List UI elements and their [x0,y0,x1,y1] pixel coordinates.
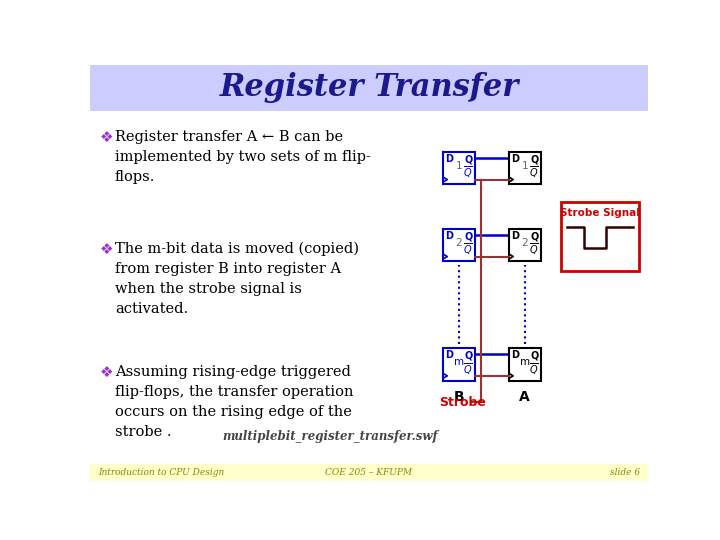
Text: D: D [445,154,453,164]
Text: $\overline{Q}$: $\overline{Q}$ [529,165,539,180]
Text: Q: Q [464,350,473,361]
Bar [508,348,541,381]
Text: $\overline{Q}$: $\overline{Q}$ [463,361,473,377]
Bar [508,152,541,184]
Text: Strobe: Strobe [438,396,485,409]
Text: Q: Q [531,154,539,164]
Text: multiplebit_register_transfer.swf: multiplebit_register_transfer.swf [222,430,438,443]
Text: D: D [510,231,519,241]
Bar [508,229,541,261]
Text: D: D [510,350,519,361]
Text: 1: 1 [456,161,462,171]
Text: Q: Q [464,231,473,241]
Text: m: m [454,357,464,367]
Text: ❖: ❖ [99,242,113,257]
Text: $\overline{Q}$: $\overline{Q}$ [529,241,539,257]
Text: Register transfer A ← B can be
implemented by two sets of m flip-
flops.: Register transfer A ← B can be implement… [114,130,371,184]
Text: slide 6: slide 6 [610,468,640,477]
Bar [90,464,648,481]
Text: 1: 1 [521,161,528,171]
Text: $\overline{Q}$: $\overline{Q}$ [529,361,539,377]
Text: Q: Q [464,154,473,164]
Text: D: D [445,231,453,241]
Text: m: m [520,357,530,367]
Text: $\overline{Q}$: $\overline{Q}$ [463,241,473,257]
Text: $\overline{Q}$: $\overline{Q}$ [463,165,473,180]
Text: ❖: ❖ [99,365,113,380]
Text: Q: Q [531,231,539,241]
Text: 2: 2 [521,238,528,248]
Text: Assuming rising-edge triggered
flip-flops, the transfer operation
occurs on the : Assuming rising-edge triggered flip-flop… [114,365,354,439]
Text: B: B [454,390,464,404]
Bar [90,65,648,111]
Text: D: D [445,350,453,361]
Text: D: D [510,154,519,164]
Text: The m-bit data is moved (copied)
from register B into register A
when the strobe: The m-bit data is moved (copied) from re… [114,242,359,316]
Text: A: A [519,390,530,404]
Bar [443,348,475,381]
Text: Strobe Signal: Strobe Signal [560,208,640,218]
Text: Introduction to CPU Design: Introduction to CPU Design [98,468,224,477]
Text: Register Transfer: Register Transfer [220,72,518,103]
Text: Q: Q [531,350,539,361]
Bar [443,229,475,261]
Text: COE 205 – KFUPM: COE 205 – KFUPM [325,468,413,477]
Text: ❖: ❖ [99,130,113,145]
Bar [561,202,639,271]
Bar [443,152,475,184]
Text: 2: 2 [456,238,462,248]
